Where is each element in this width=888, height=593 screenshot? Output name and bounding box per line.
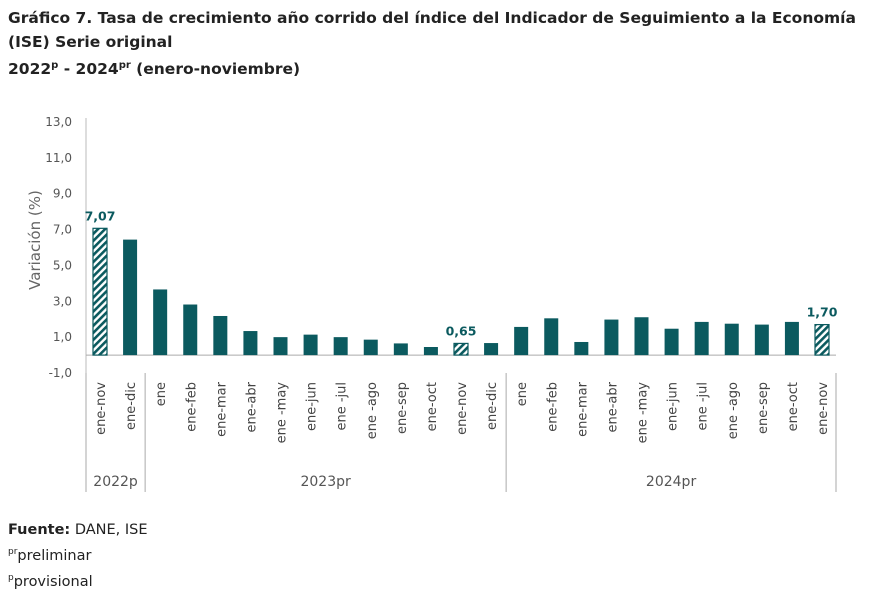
bar: [784, 321, 799, 356]
bar: [393, 343, 408, 356]
x-tick-label: ene -may: [275, 382, 290, 444]
bar: [453, 342, 469, 356]
y-tick-label: 3,0: [53, 294, 72, 308]
bar: [574, 341, 589, 356]
x-tick-label: ene -ago: [365, 382, 380, 439]
group-label: 2022p: [93, 474, 138, 490]
y-tick-label: 1,0: [53, 330, 72, 344]
note-preliminar: prpreliminar: [8, 541, 148, 567]
y-tick-label: 9,0: [53, 187, 72, 201]
title-line-1: Gráfico 7. Tasa de crecimiento año corri…: [8, 9, 856, 27]
x-tick-label: ene -ago: [726, 382, 741, 439]
title-sup-b: pr: [118, 60, 131, 71]
x-tick-label: ene-sep: [395, 382, 410, 434]
bar: [153, 289, 168, 356]
title-sup-a: p: [51, 60, 59, 71]
data-label: 7,07: [85, 208, 116, 223]
note2-sup: p: [8, 572, 14, 583]
x-tick-label: ene-oct: [786, 382, 801, 431]
x-tick-label: ene-jun: [666, 382, 681, 431]
bar-chart: 13,0 11,0 9,0 7,0 5,0 3,0 1,0 -1,0 Variación (%)…: [26, 115, 838, 492]
bar: [123, 239, 138, 356]
x-tick-label: ene-sep: [756, 382, 771, 434]
bar: [664, 328, 679, 356]
bar: [273, 337, 288, 356]
title-year-a: 2022: [8, 60, 52, 79]
x-tick-label: ene-mar: [214, 381, 229, 437]
x-tick-label: ene-mar: [575, 381, 590, 437]
x-tick-label: ene -jul: [696, 382, 711, 431]
bar: [92, 227, 108, 356]
x-tick-label: ene-abr: [244, 381, 259, 432]
bar: [484, 343, 499, 356]
y-tick-label: 11,0: [45, 151, 72, 165]
x-tick-label: ene-jun: [305, 382, 320, 431]
group-label: 2023pr: [300, 474, 351, 490]
bar: [544, 318, 559, 356]
x-tick-label: ene-nov: [816, 382, 831, 435]
bar: [754, 324, 769, 356]
group-label: 2024pr: [646, 474, 697, 490]
x-tick-label: ene-nov: [94, 382, 109, 435]
bar: [213, 315, 228, 356]
y-tick-label: 7,0: [53, 223, 72, 237]
bar: [814, 323, 830, 356]
x-tick-label: ene-dic: [485, 382, 500, 430]
bar: [604, 319, 619, 356]
source-text: DANE, ISE: [70, 522, 148, 538]
x-tick-label: ene: [515, 382, 530, 406]
x-tick-label: ene-nov: [455, 382, 470, 435]
title-line-3: 2022p - 2024pr (enero-noviembre): [8, 54, 856, 81]
bar: [634, 317, 649, 356]
x-tick-label: ene-abr: [605, 381, 620, 432]
source-line: Fuente: DANE, ISE: [8, 519, 148, 541]
bar: [333, 337, 348, 356]
y-tick-label: 13,0: [45, 115, 72, 129]
bar: [423, 347, 438, 356]
x-tick-label: ene-dic: [124, 382, 139, 430]
note-provisional: pprovisional: [8, 567, 148, 593]
title-line-2: (ISE) Serie original: [8, 33, 173, 51]
y-tick-label: -1,0: [49, 366, 72, 380]
title-period: (enero-noviembre): [130, 60, 301, 79]
source-notes: Fuente: DANE, ISE prpreliminar pprovisio…: [8, 519, 148, 593]
source-label: Fuente:: [8, 522, 71, 538]
bar: [514, 326, 529, 356]
note1-sup: pr: [8, 547, 18, 557]
x-tick-label: ene -may: [636, 382, 651, 444]
title-year-b: - 2024: [58, 60, 119, 79]
bar: [243, 331, 258, 356]
x-tick-label: ene-feb: [184, 382, 199, 432]
x-tick-label: ene -jul: [335, 382, 350, 431]
note2-text: provisional: [13, 573, 93, 590]
y-axis-label: Variación (%): [26, 190, 44, 290]
bar: [363, 339, 378, 356]
bar: [183, 304, 198, 356]
note1-text: preliminar: [17, 547, 92, 564]
chart-title: Gráfico 7. Tasa de crecimiento año corri…: [8, 6, 856, 81]
bar: [303, 334, 318, 356]
y-tick-label: 5,0: [53, 258, 72, 272]
data-label: 0,65: [446, 323, 477, 338]
x-tick-label: ene-oct: [425, 382, 440, 431]
bar: [724, 323, 739, 356]
x-tick-label: ene: [154, 382, 169, 406]
x-tick-label: ene-feb: [545, 382, 560, 432]
bar: [694, 321, 709, 356]
data-label: 1,70: [807, 305, 838, 320]
